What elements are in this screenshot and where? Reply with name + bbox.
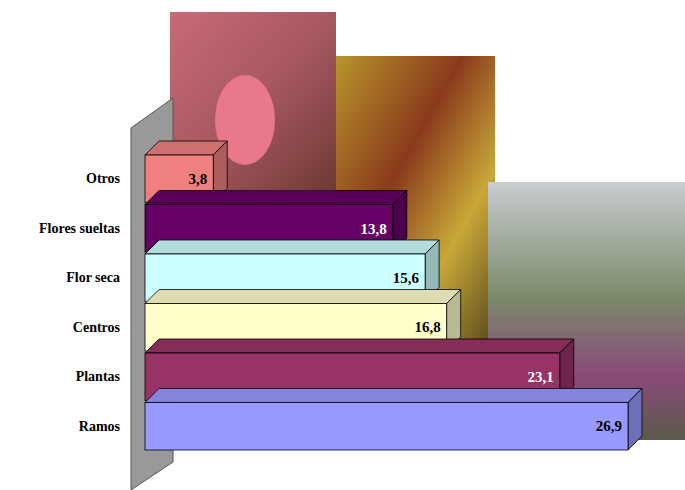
data-label: 23,1 xyxy=(528,369,554,385)
chart: 3,8 13,8 15,6 16,8 23,1 26,9 Otros Flores suelt… xyxy=(0,0,685,490)
bar-side xyxy=(628,388,642,450)
tick-label: Ramos xyxy=(79,419,121,434)
data-label: 26,9 xyxy=(596,418,622,434)
tick: Ramos xyxy=(79,419,121,434)
bar-3d xyxy=(145,388,642,450)
tick-label: Flor seca xyxy=(66,270,120,285)
data-label: 15,6 xyxy=(393,270,420,286)
tick-label: Flores sueltas xyxy=(39,221,121,236)
bars xyxy=(145,141,642,450)
bar-top xyxy=(145,240,439,254)
tick: Flor seca xyxy=(66,270,120,285)
data-label: 16,8 xyxy=(414,319,440,335)
bar-top xyxy=(145,388,642,402)
category-axis: Otros Flores sueltas Flor seca Centros Plant… xyxy=(39,156,121,451)
tick: Plantas xyxy=(76,369,121,384)
tick-label: Centros xyxy=(73,320,121,335)
data-label: 13,8 xyxy=(361,221,387,237)
data-labels: 3,8 13,8 15,6 16,8 23,1 26,9 xyxy=(188,171,622,434)
axis-line xyxy=(120,156,121,451)
tick-label: Otros xyxy=(86,171,121,186)
tick: Centros xyxy=(73,320,121,335)
data-label: 3,8 xyxy=(188,171,207,187)
tick-label: Plantas xyxy=(76,369,121,384)
bar-top xyxy=(145,339,574,353)
bar-top xyxy=(145,289,461,303)
bar-top xyxy=(145,190,407,204)
tick: Otros xyxy=(86,171,121,186)
bar xyxy=(145,402,628,450)
tick: Flores sueltas xyxy=(39,221,121,236)
